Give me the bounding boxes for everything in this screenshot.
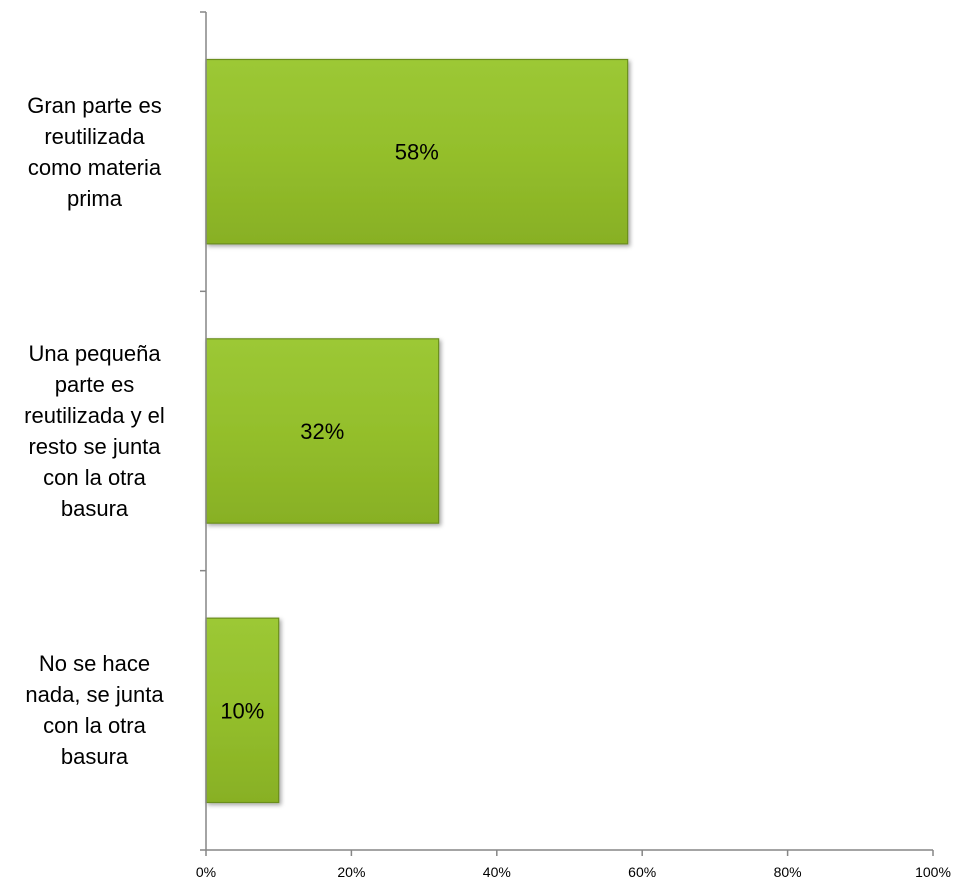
category-label-line: resto se junta [28, 434, 161, 459]
category-label-line: reutilizada [44, 123, 145, 149]
x-tick-label: 40% [483, 864, 511, 880]
bar [205, 58, 629, 245]
category-label-line: como materia [27, 154, 162, 180]
category-label-line: con la otra [43, 713, 146, 739]
category-label-line: parte es [54, 372, 135, 397]
data-label: 32% [300, 419, 344, 444]
category-label-line: nada, se junta [25, 682, 164, 708]
category-label-line: No se hace [38, 651, 151, 677]
category-label-line: reutilizada y el [24, 403, 165, 428]
data-label: 10% [220, 698, 264, 723]
category-label-line: basura [60, 744, 129, 770]
x-tick-label: 20% [337, 864, 365, 880]
x-tick-label: 80% [774, 864, 802, 880]
bar [205, 338, 440, 524]
category-label-line: basura [60, 496, 129, 521]
category-label-line: Una pequeña [28, 341, 161, 366]
category-label: Una pequeña parte es reutilizada y el resto… [2, 338, 187, 524]
x-tick-label: 0% [196, 864, 216, 880]
data-label: 58% [395, 140, 439, 165]
category-label-line: prima [66, 185, 122, 211]
bar [205, 617, 280, 804]
category-label-line: Gran parte es [27, 92, 162, 118]
category-label: Gran parte es reutilizada como materia prim… [2, 90, 187, 214]
category-label: No se hace nada, se junta con la otra basur… [2, 648, 187, 772]
x-tick-label: 100% [915, 864, 951, 880]
category-label-line: con la otra [43, 465, 146, 490]
x-tick-label: 60% [628, 864, 656, 880]
